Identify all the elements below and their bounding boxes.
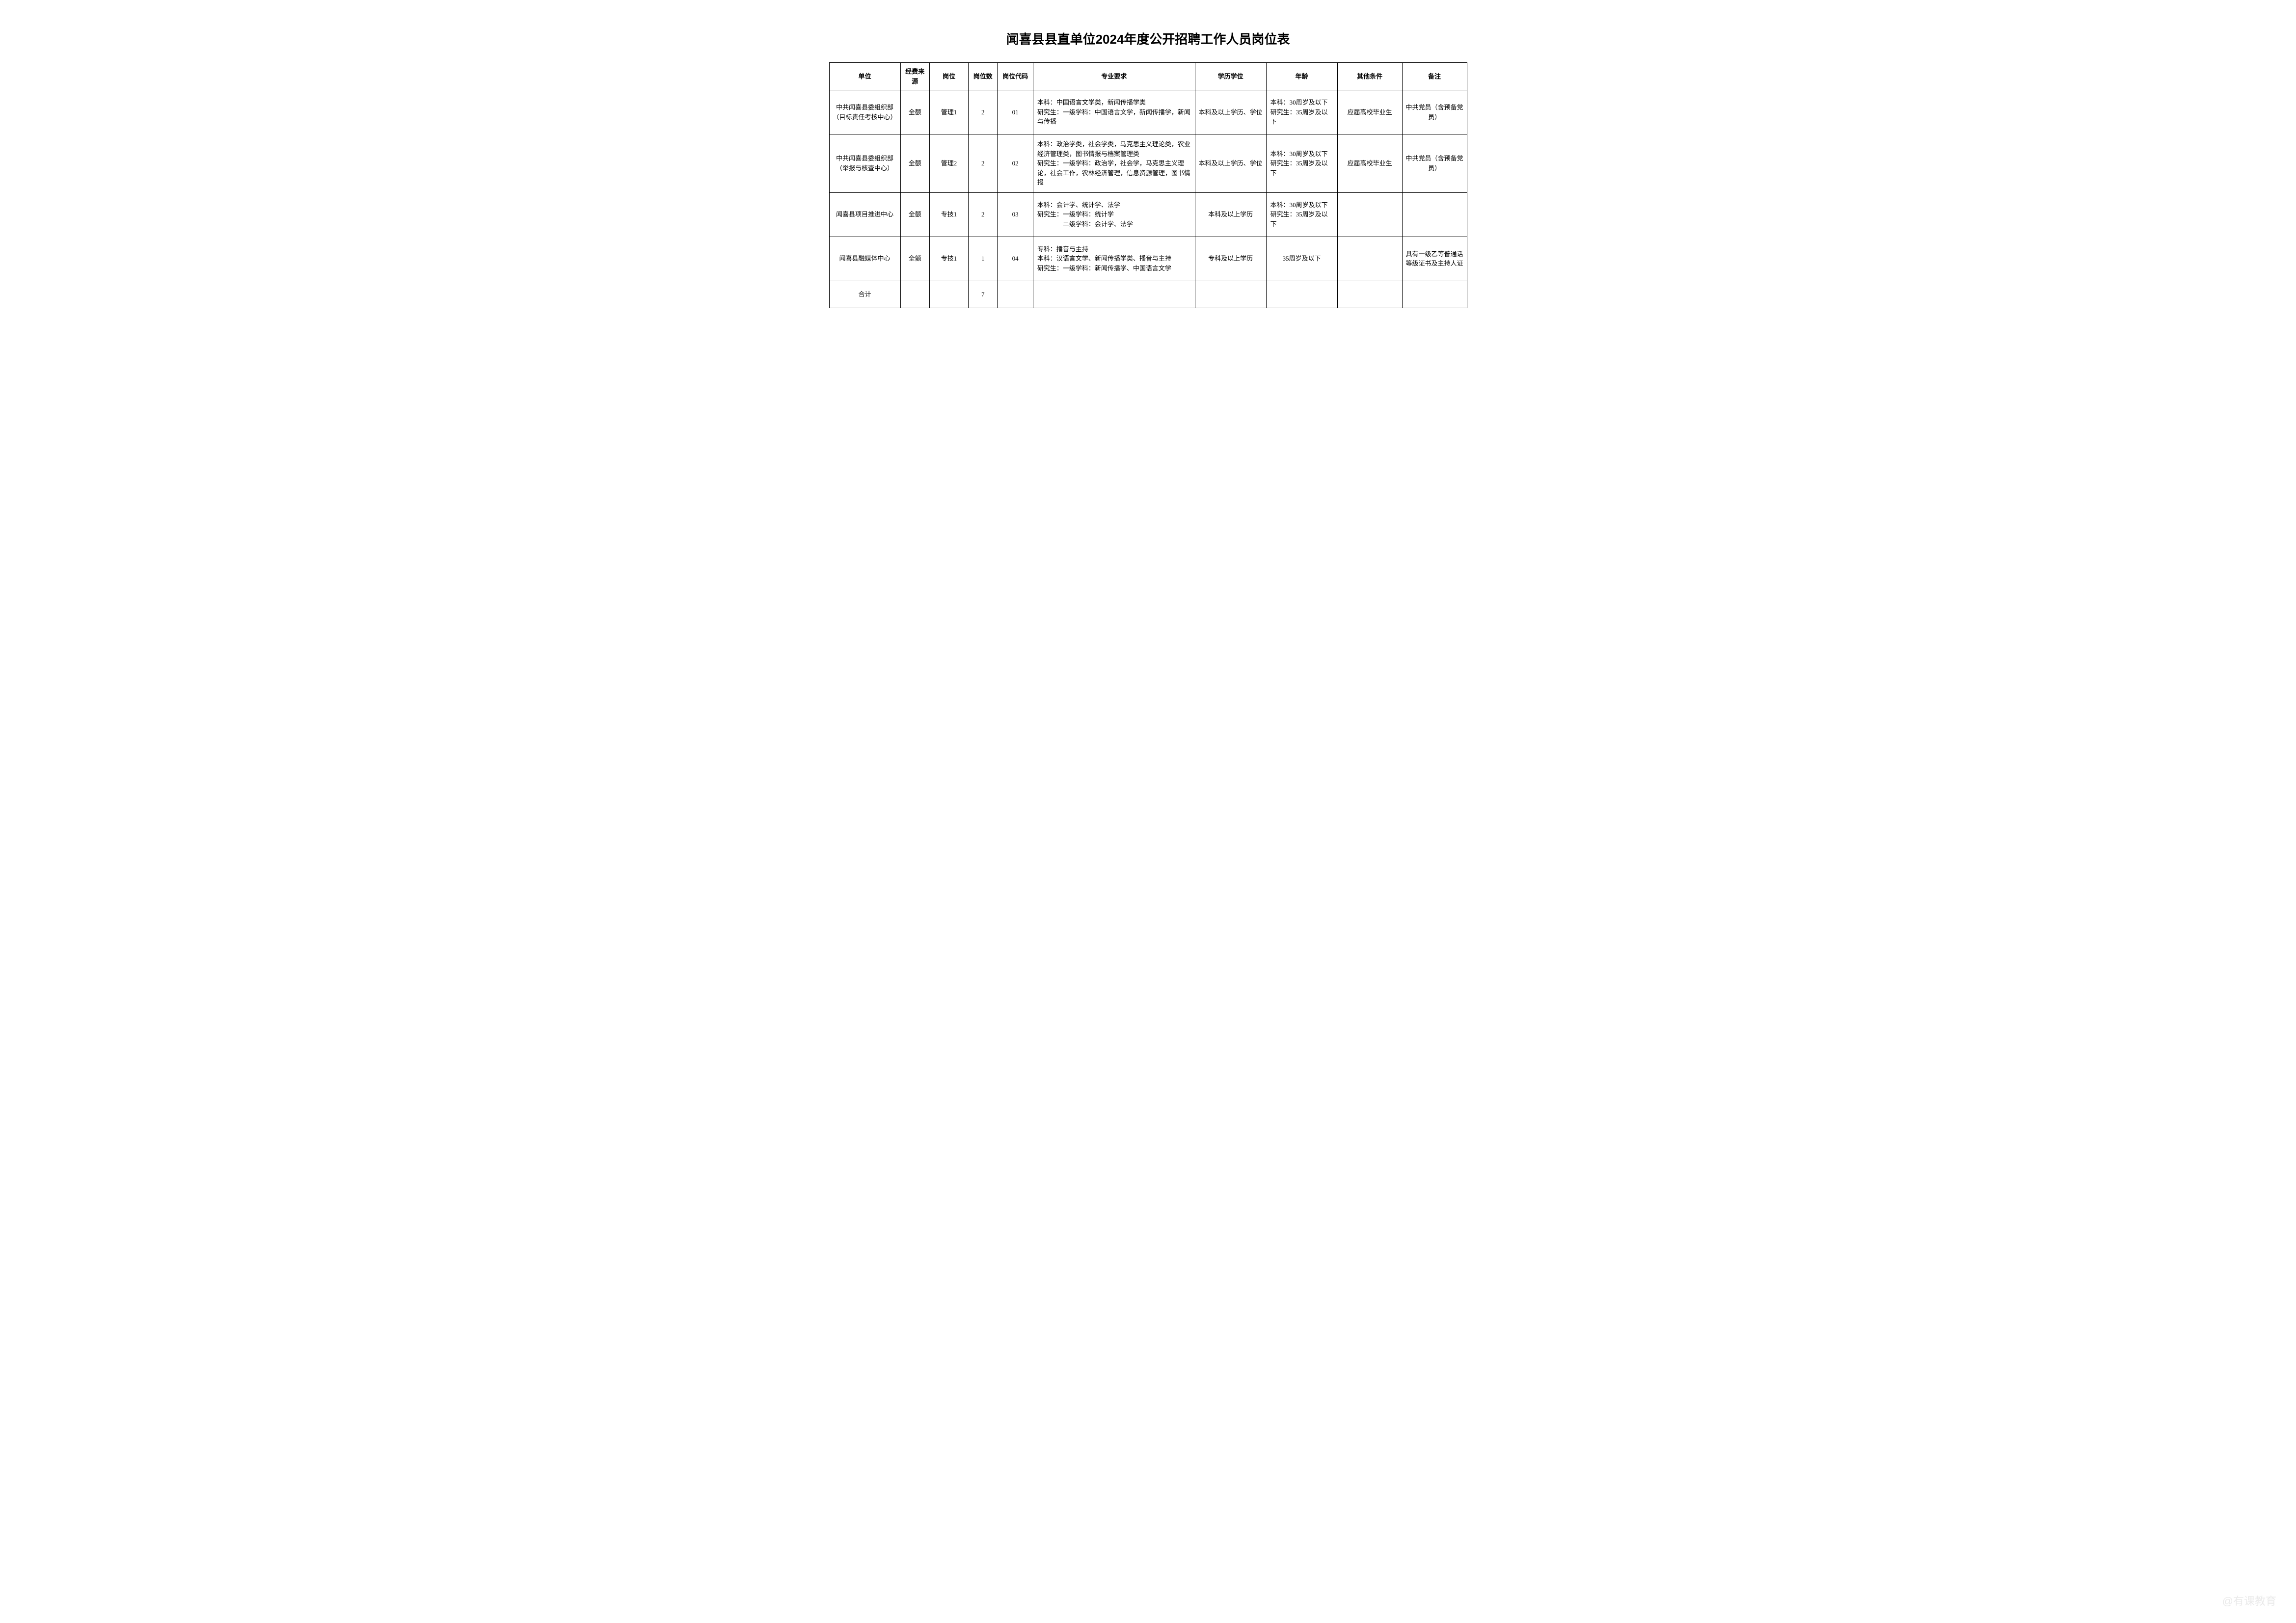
- cell-total-label: 合计: [829, 281, 900, 308]
- cell-age: 本科：30周岁及以下研究生：35周岁及以下: [1266, 90, 1337, 134]
- header-count: 岗位数: [969, 63, 998, 90]
- cell-count: 2: [969, 192, 998, 237]
- cell-count: 1: [969, 237, 998, 281]
- header-education: 学历学位: [1195, 63, 1266, 90]
- cell-education: 专科及以上学历: [1195, 237, 1266, 281]
- cell-code: 04: [998, 237, 1033, 281]
- table-row: 中共闻喜县委组织部（目标责任考核中心） 全额 管理1 2 01 本科：中国语言文…: [829, 90, 1467, 134]
- table-row: 中共闻喜县委组织部（举报与核查中心） 全额 管理2 2 02 本科：政治学类，社…: [829, 134, 1467, 193]
- cell-other: 应届高校毕业生: [1337, 90, 1402, 134]
- header-other: 其他条件: [1337, 63, 1402, 90]
- cell-funding: 全额: [900, 192, 929, 237]
- cell-count: 2: [969, 90, 998, 134]
- cell-empty: [1033, 281, 1195, 308]
- cell-code: 01: [998, 90, 1033, 134]
- header-unit: 单位: [829, 63, 900, 90]
- cell-position: 管理1: [929, 90, 968, 134]
- cell-position: 专技1: [929, 237, 968, 281]
- cell-major: 本科：政治学类，社会学类，马克思主义理论类，农业经济管理类，图书情报与档案管理类…: [1033, 134, 1195, 193]
- cell-remark: [1402, 192, 1467, 237]
- cell-education: 本科及以上学历: [1195, 192, 1266, 237]
- cell-unit: 中共闻喜县委组织部（目标责任考核中心）: [829, 90, 900, 134]
- cell-empty: [1195, 281, 1266, 308]
- cell-education: 本科及以上学历、学位: [1195, 90, 1266, 134]
- cell-total-count: 7: [969, 281, 998, 308]
- cell-major: 本科：中国语言文学类，新闻传播学类研究生：一级学科：中国语言文学，新闻传播学，新…: [1033, 90, 1195, 134]
- recruitment-table: 单位 经费来源 岗位 岗位数 岗位代码 专业要求 学历学位 年龄 其他条件 备注…: [829, 62, 1467, 308]
- cell-major: 本科：会计学、统计学、法学研究生：一级学科：统计学 二级学科：会计学、法学: [1033, 192, 1195, 237]
- cell-count: 2: [969, 134, 998, 193]
- table-row: 闻喜县融媒体中心 全额 专技1 1 04 专科：播音与主持本科：汉语言文学、新闻…: [829, 237, 1467, 281]
- cell-unit: 闻喜县项目推进中心: [829, 192, 900, 237]
- header-funding: 经费来源: [900, 63, 929, 90]
- cell-position: 专技1: [929, 192, 968, 237]
- cell-empty: [998, 281, 1033, 308]
- cell-funding: 全额: [900, 90, 929, 134]
- cell-remark: 中共党员（含预备党员）: [1402, 90, 1467, 134]
- cell-major: 专科：播音与主持本科：汉语言文学、新闻传播学类、播音与主持研究生：一级学科：新闻…: [1033, 237, 1195, 281]
- cell-empty: [929, 281, 968, 308]
- page-title: 闻喜县县直单位2024年度公开招聘工作人员岗位表: [829, 29, 1467, 48]
- cell-age: 35周岁及以下: [1266, 237, 1337, 281]
- header-code: 岗位代码: [998, 63, 1033, 90]
- cell-education: 本科及以上学历、学位: [1195, 134, 1266, 193]
- cell-funding: 全额: [900, 134, 929, 193]
- header-remark: 备注: [1402, 63, 1467, 90]
- cell-remark: 具有一级乙等普通话等级证书及主持人证: [1402, 237, 1467, 281]
- cell-other: [1337, 192, 1402, 237]
- cell-empty: [1402, 281, 1467, 308]
- cell-empty: [900, 281, 929, 308]
- cell-empty: [1266, 281, 1337, 308]
- table-total-row: 合计 7: [829, 281, 1467, 308]
- header-age: 年龄: [1266, 63, 1337, 90]
- table-row: 闻喜县项目推进中心 全额 专技1 2 03 本科：会计学、统计学、法学研究生：一…: [829, 192, 1467, 237]
- cell-age: 本科：30周岁及以下研究生：35周岁及以下: [1266, 134, 1337, 193]
- cell-other: [1337, 237, 1402, 281]
- cell-code: 02: [998, 134, 1033, 193]
- cell-code: 03: [998, 192, 1033, 237]
- cell-unit: 闻喜县融媒体中心: [829, 237, 900, 281]
- cell-age: 本科：30周岁及以下研究生：35周岁及以下: [1266, 192, 1337, 237]
- table-body: 中共闻喜县委组织部（目标责任考核中心） 全额 管理1 2 01 本科：中国语言文…: [829, 90, 1467, 308]
- cell-other: 应届高校毕业生: [1337, 134, 1402, 193]
- cell-unit: 中共闻喜县委组织部（举报与核查中心）: [829, 134, 900, 193]
- table-header-row: 单位 经费来源 岗位 岗位数 岗位代码 专业要求 学历学位 年龄 其他条件 备注: [829, 63, 1467, 90]
- cell-empty: [1337, 281, 1402, 308]
- cell-remark: 中共党员（含预备党员）: [1402, 134, 1467, 193]
- header-position: 岗位: [929, 63, 968, 90]
- watermark: @有课教育: [2222, 1593, 2276, 1608]
- header-major: 专业要求: [1033, 63, 1195, 90]
- cell-position: 管理2: [929, 134, 968, 193]
- cell-funding: 全额: [900, 237, 929, 281]
